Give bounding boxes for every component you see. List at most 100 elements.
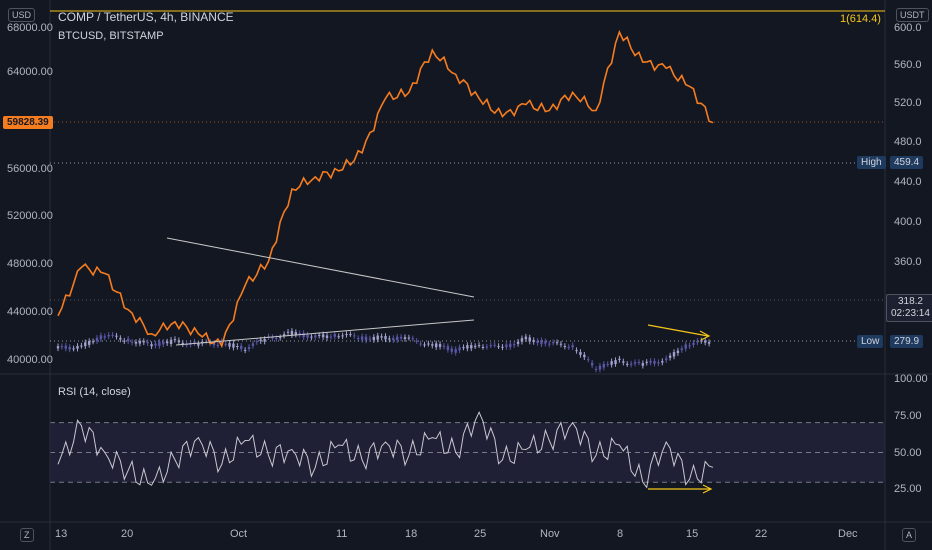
comp-candle-body bbox=[392, 338, 395, 341]
comp-candle-body bbox=[337, 336, 340, 338]
upper-trendline bbox=[166, 237, 475, 298]
x-label-1: 20 bbox=[121, 528, 134, 540]
comp-candle-body bbox=[614, 360, 617, 365]
comp-candle-body bbox=[536, 340, 539, 343]
comp-candle-body bbox=[657, 362, 660, 364]
comp-candle-body bbox=[567, 346, 570, 348]
comp-candle-body bbox=[154, 343, 157, 346]
comp-candle-body bbox=[251, 343, 255, 346]
comp-candle-body bbox=[388, 338, 391, 340]
comp-candle-body bbox=[380, 336, 383, 338]
x-label-3: 11 bbox=[336, 528, 348, 540]
comp-candle-body bbox=[399, 336, 403, 339]
left-tick-5: 44000.00 bbox=[7, 306, 53, 318]
comp-candle-body bbox=[185, 344, 188, 346]
comp-candle-body bbox=[501, 346, 504, 348]
right-tick-2: 520.0 bbox=[894, 97, 922, 109]
timezone-toggle[interactable]: Z bbox=[20, 528, 34, 542]
comp-candle-body bbox=[329, 336, 333, 338]
comp-candle-body bbox=[696, 340, 699, 343]
rsi-tick-3: 25.00 bbox=[894, 483, 922, 495]
comp-candle-body bbox=[345, 334, 348, 336]
comp-candle-body bbox=[384, 336, 387, 340]
comp-candle-body bbox=[318, 334, 321, 336]
comp-candle-body bbox=[540, 340, 543, 345]
x-label-6: Nov bbox=[540, 528, 560, 540]
comp-candle-body bbox=[142, 341, 145, 343]
comp-candle-body bbox=[123, 340, 126, 342]
comp-candle-body bbox=[99, 335, 103, 340]
comp-candle-body bbox=[220, 341, 223, 345]
auto-scale-toggle[interactable]: A bbox=[902, 528, 917, 542]
last-price-badge: 318.2 02:23:14 bbox=[886, 294, 932, 322]
comp-candle-body bbox=[64, 345, 67, 349]
comp-candle-body bbox=[87, 341, 91, 345]
comp-candle-body bbox=[462, 347, 465, 349]
comp-candle-body bbox=[232, 343, 235, 348]
comp-candle-body bbox=[271, 336, 274, 339]
comp-candle-body bbox=[590, 362, 594, 366]
comp-candle-body bbox=[197, 343, 200, 346]
drawing-tools[interactable] bbox=[166, 237, 713, 494]
comp-candle-body bbox=[579, 351, 582, 355]
left-tick-1: 64000.00 bbox=[7, 66, 53, 78]
order-marker-label[interactable]: 1(614.4) bbox=[840, 13, 881, 25]
comp-candle-body bbox=[466, 345, 469, 349]
comp-candle-body bbox=[173, 339, 177, 341]
left-tick-6: 40000.00 bbox=[7, 354, 53, 366]
comp-candle-body bbox=[442, 345, 446, 347]
comp-candle-body bbox=[130, 341, 134, 343]
comp-candle-body bbox=[512, 344, 516, 346]
comp-candle-body bbox=[353, 335, 356, 337]
comp-candle-body bbox=[555, 342, 559, 344]
right-tick-0: 600.0 bbox=[894, 22, 922, 34]
comp-candle-body bbox=[103, 336, 106, 338]
x-label-2: Oct bbox=[230, 528, 248, 540]
symbol-legend[interactable]: COMP / TetherUS, 4h, BINANCE bbox=[58, 10, 234, 24]
comp-candle-body bbox=[684, 344, 687, 349]
comp-candle-body bbox=[150, 344, 153, 347]
comp-candle-body bbox=[372, 336, 376, 340]
comp-candle-body bbox=[419, 343, 422, 345]
overlay-legend[interactable]: BTCUSD, BITSTAMP bbox=[58, 30, 164, 42]
comp-candle-body bbox=[610, 361, 613, 365]
comp-candle-body bbox=[575, 350, 578, 352]
comp-candle-body bbox=[80, 345, 83, 347]
comp-candle-body bbox=[360, 336, 364, 340]
comp-candle-body bbox=[497, 346, 500, 348]
comp-candle-body bbox=[458, 347, 461, 351]
comp-candle-body bbox=[134, 342, 138, 344]
comp-candle-body bbox=[493, 344, 496, 346]
comp-candle-body bbox=[193, 341, 196, 344]
bar-countdown: 02:23:14 bbox=[891, 308, 930, 319]
comp-candle-body bbox=[321, 334, 325, 338]
comp-candle-body bbox=[181, 342, 184, 345]
comp-candle-body bbox=[505, 344, 508, 348]
right-tick-4: 440.0 bbox=[894, 176, 922, 188]
comp-candle-body bbox=[692, 342, 695, 345]
comp-candle-body bbox=[255, 341, 259, 343]
comp-candle-body bbox=[165, 341, 169, 344]
left-tick-4: 48000.00 bbox=[7, 258, 53, 270]
comp-candle-body bbox=[544, 341, 547, 344]
rsi-line bbox=[57, 410, 714, 489]
comp-candle-body bbox=[520, 338, 524, 342]
comp-candle-body bbox=[470, 345, 473, 349]
comp-candle-body bbox=[454, 349, 457, 353]
comp-candle-body bbox=[306, 334, 309, 338]
comp-candle-body bbox=[314, 335, 317, 338]
comp-candle-body bbox=[622, 361, 625, 363]
comp-candle-body bbox=[325, 335, 329, 338]
comp-candle-body bbox=[275, 338, 278, 340]
comp-candle-body bbox=[629, 363, 633, 365]
comp-candle-body bbox=[423, 344, 426, 346]
comp-candle-body bbox=[602, 363, 606, 368]
x-label-5: 25 bbox=[474, 528, 487, 540]
comp-candle-body bbox=[427, 343, 430, 345]
comp-candle-body bbox=[119, 338, 122, 340]
lower-trendline bbox=[175, 319, 475, 346]
comp-candle-body bbox=[676, 350, 680, 354]
comp-candle-body bbox=[594, 369, 598, 371]
rsi-legend[interactable]: RSI (14, close) bbox=[58, 386, 131, 398]
